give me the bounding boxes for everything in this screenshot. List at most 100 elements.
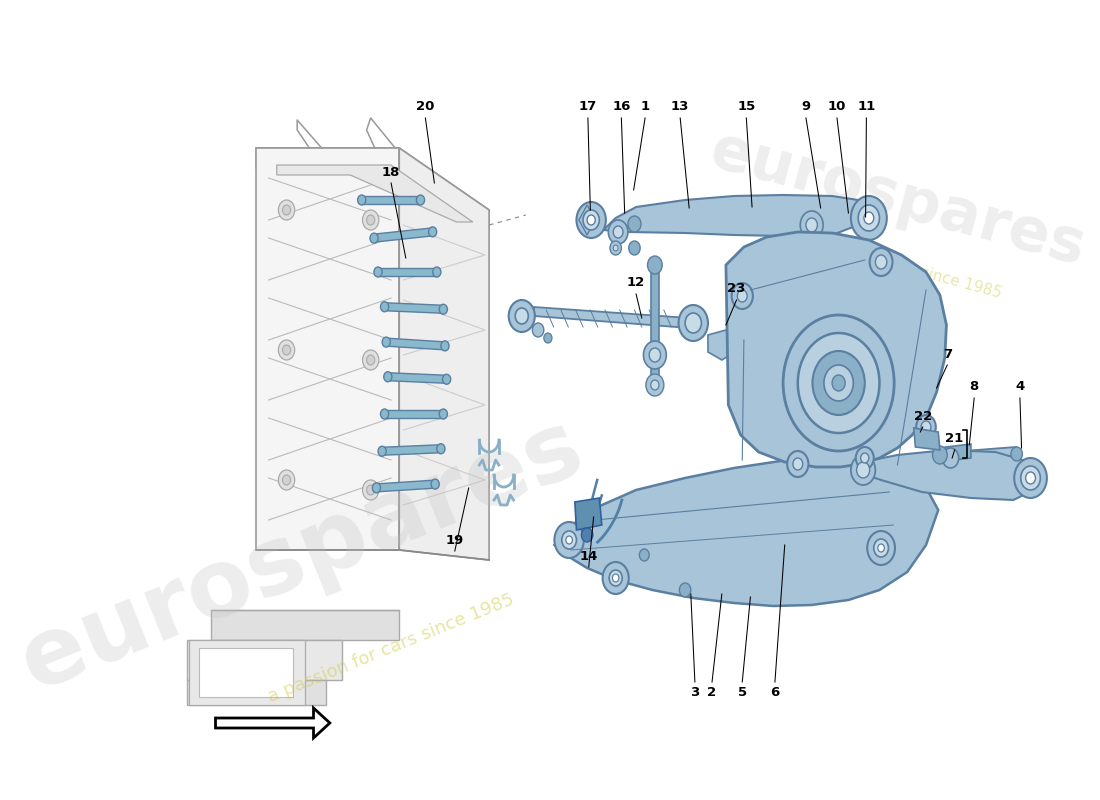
Polygon shape (376, 480, 436, 492)
Text: 18: 18 (382, 166, 400, 178)
Circle shape (565, 536, 572, 544)
Polygon shape (374, 228, 433, 242)
Circle shape (1011, 447, 1022, 461)
Circle shape (609, 570, 623, 586)
Polygon shape (385, 410, 443, 418)
Text: 7: 7 (943, 347, 951, 361)
Circle shape (649, 348, 661, 362)
Circle shape (613, 226, 623, 238)
Polygon shape (256, 148, 399, 550)
Polygon shape (534, 307, 690, 328)
Text: 16: 16 (613, 101, 630, 114)
Polygon shape (938, 444, 971, 462)
Circle shape (867, 531, 895, 565)
Text: 5: 5 (738, 686, 747, 699)
Polygon shape (378, 268, 437, 276)
Circle shape (1014, 458, 1047, 498)
Circle shape (851, 455, 876, 485)
Circle shape (610, 241, 621, 255)
Circle shape (441, 341, 449, 351)
Circle shape (613, 574, 619, 582)
Polygon shape (387, 373, 447, 383)
Circle shape (876, 255, 887, 269)
Circle shape (603, 562, 629, 594)
Polygon shape (708, 330, 734, 360)
Circle shape (800, 211, 823, 239)
Text: 21: 21 (946, 433, 964, 446)
Circle shape (363, 350, 378, 370)
Text: 8: 8 (969, 381, 979, 394)
Text: 23: 23 (727, 282, 746, 295)
Circle shape (439, 304, 448, 314)
Polygon shape (385, 302, 443, 314)
Text: a passion for cars since 1985: a passion for cars since 1985 (265, 590, 517, 706)
Polygon shape (604, 195, 871, 236)
Circle shape (437, 444, 446, 454)
Circle shape (860, 453, 869, 463)
Polygon shape (187, 640, 342, 680)
Circle shape (783, 315, 894, 451)
Circle shape (639, 549, 649, 561)
Text: 13: 13 (671, 101, 690, 114)
Circle shape (384, 372, 392, 382)
Circle shape (878, 544, 884, 552)
Text: 2: 2 (707, 686, 716, 699)
Circle shape (432, 267, 441, 277)
Circle shape (613, 245, 618, 251)
Circle shape (372, 483, 381, 493)
Text: a passion for cars since 1985: a passion for cars since 1985 (783, 229, 1003, 302)
Text: 20: 20 (416, 101, 434, 114)
Text: eurospares: eurospares (7, 401, 595, 710)
Circle shape (832, 375, 845, 391)
Circle shape (366, 355, 375, 365)
Circle shape (583, 210, 600, 230)
Circle shape (856, 447, 873, 469)
Circle shape (562, 531, 576, 549)
Circle shape (442, 374, 451, 384)
Text: 3: 3 (691, 686, 700, 699)
Text: 1: 1 (640, 101, 650, 114)
Polygon shape (651, 265, 659, 390)
Circle shape (439, 409, 448, 419)
Polygon shape (187, 680, 326, 705)
Polygon shape (579, 205, 595, 235)
Circle shape (679, 305, 708, 341)
Circle shape (864, 212, 873, 224)
Polygon shape (575, 498, 602, 530)
Circle shape (283, 345, 290, 355)
Circle shape (648, 256, 662, 274)
Circle shape (363, 210, 378, 230)
Polygon shape (211, 610, 399, 640)
Circle shape (858, 205, 880, 231)
Circle shape (366, 215, 375, 225)
Text: 9: 9 (802, 101, 811, 114)
Text: 4: 4 (1015, 381, 1024, 394)
Circle shape (685, 313, 702, 333)
Circle shape (378, 446, 386, 456)
Circle shape (1025, 472, 1035, 484)
Text: 22: 22 (914, 410, 932, 422)
Circle shape (363, 480, 378, 500)
Text: 12: 12 (627, 277, 646, 290)
Circle shape (806, 218, 817, 232)
Circle shape (798, 333, 880, 433)
Circle shape (873, 539, 889, 557)
Circle shape (646, 374, 664, 396)
Circle shape (1021, 466, 1041, 490)
Text: 11: 11 (857, 101, 876, 114)
Circle shape (680, 583, 691, 597)
Circle shape (651, 380, 659, 390)
Polygon shape (726, 232, 946, 467)
Circle shape (629, 241, 640, 255)
Circle shape (278, 470, 295, 490)
Circle shape (576, 202, 606, 238)
Circle shape (508, 300, 535, 332)
Circle shape (793, 458, 803, 470)
Circle shape (278, 200, 295, 220)
Circle shape (256, 655, 264, 665)
Polygon shape (554, 458, 938, 606)
Circle shape (824, 365, 854, 401)
Circle shape (582, 528, 593, 542)
Circle shape (857, 462, 870, 478)
Circle shape (382, 337, 390, 347)
